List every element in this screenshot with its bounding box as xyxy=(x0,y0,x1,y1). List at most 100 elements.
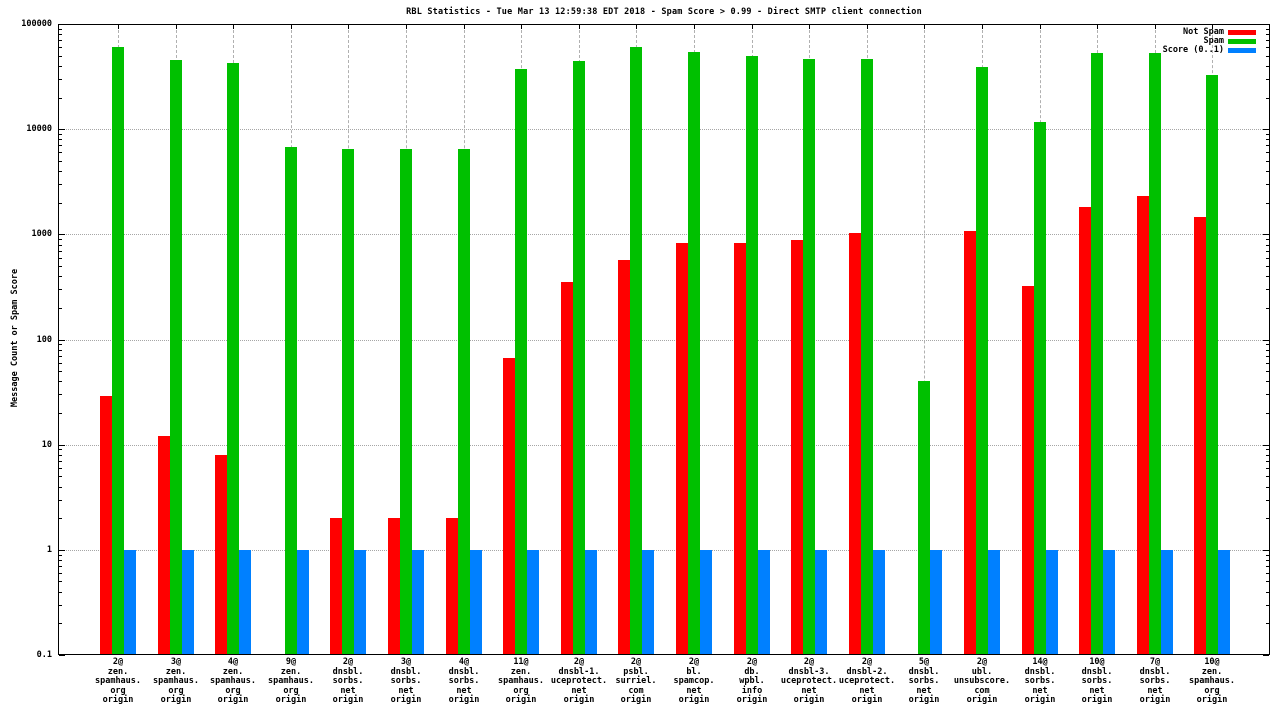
bar-not-spam xyxy=(734,243,746,654)
bar-score xyxy=(642,550,654,654)
y-minor-tick-left xyxy=(59,581,62,582)
bar-score xyxy=(1046,550,1058,654)
x-tick-mark-top xyxy=(636,25,637,29)
bar-spam xyxy=(170,60,182,654)
x-tick-mark-top xyxy=(867,25,868,29)
x-tick-mark-top xyxy=(1097,25,1098,29)
x-category-label: 10@ dnsbl. sorbs. net origin xyxy=(1081,657,1113,706)
x-category-label: 4@ zen. spamhaus. org origin xyxy=(209,657,257,706)
bar-score xyxy=(354,550,366,654)
y-minor-tick-left xyxy=(59,34,62,35)
y-minor-tick-left xyxy=(59,344,62,345)
bar-spam xyxy=(285,147,297,654)
y-minor-tick-right xyxy=(1266,518,1269,519)
y-minor-tick-left xyxy=(59,350,62,351)
y-minor-tick-right xyxy=(1266,29,1269,30)
y-minor-tick-right xyxy=(1266,79,1269,80)
bar-spam xyxy=(1206,75,1218,654)
y-minor-tick-right xyxy=(1266,449,1269,450)
y-minor-tick-left xyxy=(59,455,62,456)
y-minor-tick-left xyxy=(59,245,62,246)
bar-not-spam xyxy=(1137,196,1149,654)
y-minor-tick-left xyxy=(59,592,62,593)
y-minor-tick-left xyxy=(59,203,62,204)
grid-line-horizontal xyxy=(59,445,1269,446)
bar-score xyxy=(1218,550,1230,654)
y-minor-tick-right xyxy=(1266,239,1269,240)
bar-spam xyxy=(458,149,470,654)
bar-spam xyxy=(746,56,758,654)
y-minor-tick-right xyxy=(1266,56,1269,57)
x-tick-mark-top xyxy=(233,25,234,29)
bar-score xyxy=(585,550,597,654)
y-minor-tick-left xyxy=(59,623,62,624)
y-minor-tick-right xyxy=(1266,134,1269,135)
bar-not-spam xyxy=(964,231,976,654)
y-major-tick-left xyxy=(59,655,65,656)
x-tick-mark-top xyxy=(982,25,983,29)
bar-spam xyxy=(861,59,873,654)
y-minor-tick-right xyxy=(1266,560,1269,561)
legend-swatch-not-spam-icon xyxy=(1228,30,1256,35)
x-tick-mark-top xyxy=(694,25,695,29)
bar-score xyxy=(815,550,827,654)
y-minor-tick-right xyxy=(1266,592,1269,593)
y-minor-tick-right xyxy=(1266,581,1269,582)
y-minor-tick-right xyxy=(1266,344,1269,345)
bar-spam xyxy=(573,61,585,654)
x-tick-mark-top xyxy=(291,25,292,29)
y-minor-tick-right xyxy=(1266,171,1269,172)
y-minor-tick-right xyxy=(1266,258,1269,259)
y-minor-tick-left xyxy=(59,461,62,462)
y-minor-tick-right xyxy=(1266,66,1269,67)
y-major-tick-right xyxy=(1263,655,1269,656)
bar-not-spam xyxy=(446,518,458,654)
y-minor-tick-right xyxy=(1266,573,1269,574)
bar-spam xyxy=(803,59,815,654)
y-minor-tick-right xyxy=(1266,184,1269,185)
y-minor-tick-right xyxy=(1266,555,1269,556)
y-minor-tick-right xyxy=(1266,145,1269,146)
legend-swatch-score-icon xyxy=(1228,48,1256,53)
plot-area xyxy=(58,24,1270,655)
bar-not-spam xyxy=(330,518,342,654)
x-tick-mark-top xyxy=(1040,25,1041,29)
bar-score xyxy=(297,550,309,654)
legend: Not Spam Spam Score (0..1) xyxy=(1163,28,1256,55)
y-minor-tick-left xyxy=(59,356,62,357)
y-minor-tick-left xyxy=(59,289,62,290)
y-minor-tick-right xyxy=(1266,605,1269,606)
x-category-label: 14@ dnsbl. sorbs. net origin xyxy=(1024,657,1056,706)
bar-not-spam xyxy=(849,233,861,654)
y-minor-tick-right xyxy=(1266,371,1269,372)
y-minor-tick-left xyxy=(59,258,62,259)
y-minor-tick-right xyxy=(1266,251,1269,252)
y-minor-tick-left xyxy=(59,476,62,477)
x-tick-mark-top xyxy=(118,25,119,29)
grid-line-horizontal xyxy=(59,340,1269,341)
bar-not-spam xyxy=(561,282,573,654)
y-minor-tick-left xyxy=(59,605,62,606)
bar-spam xyxy=(688,52,700,654)
y-minor-tick-left xyxy=(59,381,62,382)
y-major-tick-right xyxy=(1263,445,1269,446)
y-major-tick-left xyxy=(59,340,65,341)
bar-score xyxy=(758,550,770,654)
y-minor-tick-left xyxy=(59,394,62,395)
x-category-label: 2@ dnsbl-1. uceprotect. net origin xyxy=(550,657,608,706)
x-category-label: 4@ dnsbl. sorbs. net origin xyxy=(448,657,480,706)
y-major-tick-right xyxy=(1263,340,1269,341)
y-minor-tick-left xyxy=(59,98,62,99)
y-minor-tick-right xyxy=(1266,413,1269,414)
y-minor-tick-left xyxy=(59,239,62,240)
y-minor-tick-right xyxy=(1266,394,1269,395)
chart-title: RBL Statistics - Tue Mar 13 12:59:38 EDT… xyxy=(406,7,922,17)
y-minor-tick-right xyxy=(1266,461,1269,462)
x-category-label: 5@ dnsbl. sorbs. net origin xyxy=(908,657,940,706)
y-minor-tick-right xyxy=(1266,356,1269,357)
y-minor-tick-right xyxy=(1266,500,1269,501)
bar-score xyxy=(1161,550,1173,654)
y-minor-tick-right xyxy=(1266,468,1269,469)
bar-not-spam xyxy=(100,396,112,654)
bar-score xyxy=(930,550,942,654)
